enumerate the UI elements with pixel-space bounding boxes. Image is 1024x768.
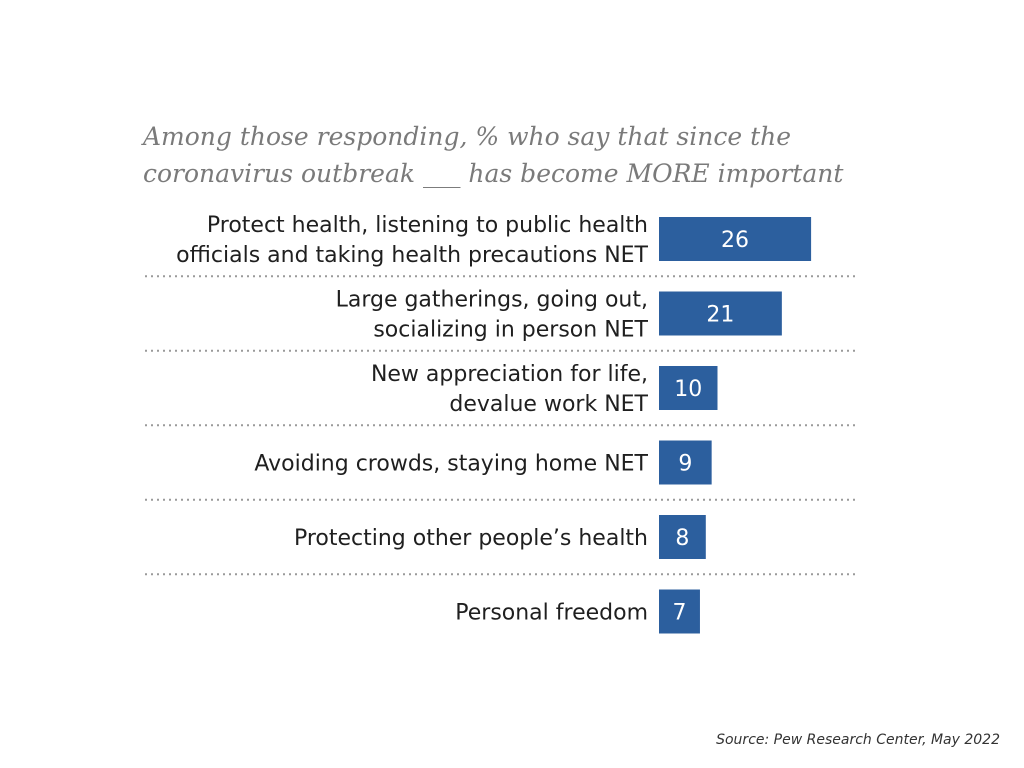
category-label-3-line-0: Avoiding crowds, staying home NET — [254, 452, 648, 477]
source-note: Source: Pew Research Center, May 2022 — [716, 732, 1000, 748]
bar-value-label-1: 21 — [706, 303, 734, 328]
bar-1 — [659, 291, 782, 336]
bar-value-label-4: 8 — [675, 526, 689, 551]
category-label-0-line-0: Protect health, listening to public heal… — [207, 213, 648, 238]
category-label-4-line-0: Protecting other people’s health — [294, 526, 648, 551]
bar-value-label-3: 9 — [678, 452, 692, 477]
chart-subtitle: Among those responding, % who say that s… — [143, 118, 883, 192]
bar-3 — [659, 440, 712, 485]
bar-0 — [659, 217, 812, 261]
bar-2 — [659, 366, 718, 410]
bar-value-label-2: 10 — [674, 377, 702, 402]
category-label-2-line-1: devalue work NET — [449, 392, 648, 417]
category-label-1-line-0: Large gatherings, going out, — [336, 288, 648, 313]
category-label-1-line-1: socializing in person NET — [373, 318, 648, 343]
chart-subtitle-line-1: Among those responding, % who say that s… — [143, 122, 792, 151]
category-label-0-line-1: officials and taking health precautions … — [176, 243, 648, 268]
bar-5 — [659, 589, 700, 634]
bar-value-label-0: 26 — [721, 228, 749, 253]
chart-subtitle-line-2: coronavirus outbreak ___ has become MORE… — [143, 159, 844, 188]
category-label-2-line-0: New appreciation for life, — [371, 362, 648, 387]
bar-chart: 26 Protect health, listening to public he… — [145, 213, 858, 634]
bar-value-label-5: 7 — [672, 601, 686, 626]
category-label-5-line-0: Personal freedom — [455, 601, 648, 626]
bar-4 — [659, 515, 706, 559]
